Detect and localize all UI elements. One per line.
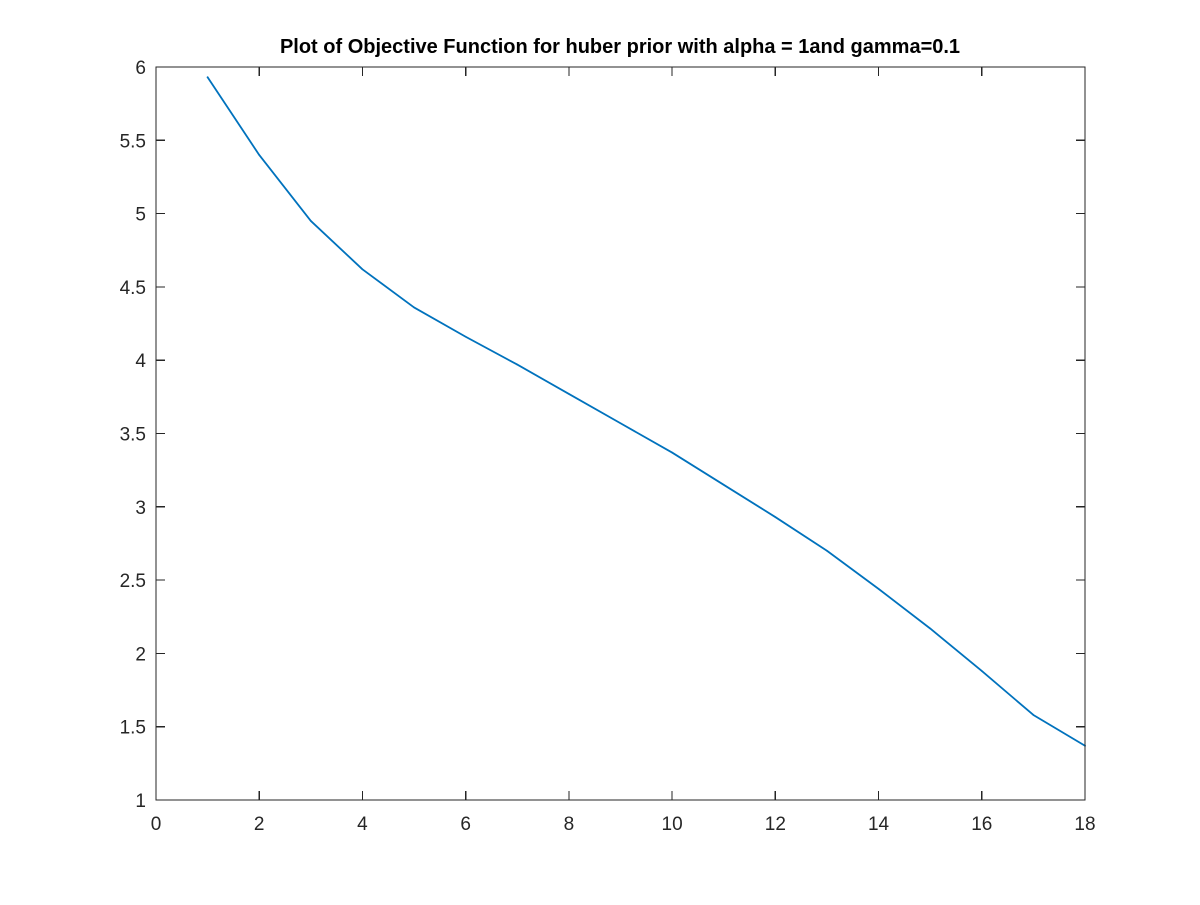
- y-tick-label: 2: [135, 644, 146, 665]
- plot-area: [156, 67, 1085, 800]
- x-tick-label: 14: [868, 814, 890, 835]
- data-point: [929, 627, 931, 630]
- data-point: [464, 335, 467, 338]
- data-point: [722, 484, 725, 486]
- y-tick-label: 3: [135, 498, 146, 519]
- y-tick-label: 4: [135, 351, 146, 372]
- y-tick-label: 6: [135, 58, 146, 79]
- data-point: [877, 588, 880, 590]
- x-tick-label: 10: [662, 814, 683, 835]
- y-tick-label: 4.5: [120, 278, 146, 299]
- data-point: [413, 306, 415, 309]
- x-tick-label: 8: [564, 814, 575, 835]
- x-tick-label: 2: [254, 814, 265, 835]
- x-tick-label: 4: [357, 814, 368, 835]
- data-point: [774, 516, 777, 518]
- x-tick-label: 0: [151, 814, 162, 835]
- x-tick-label: 18: [1074, 814, 1095, 835]
- series-line: [206, 76, 1086, 747]
- y-tick-label: 2.5: [120, 571, 146, 592]
- data-point: [206, 76, 209, 79]
- y-tick-label: 5: [135, 205, 146, 226]
- tick-labels-layer: 0 2 4 6 8 10 12 14 16 18 1 1.5 2 2.5 3 3.5 4 4.5 5 5.5 6: [120, 58, 1096, 835]
- data-point: [826, 549, 828, 552]
- y-tick-label: 5.5: [120, 131, 146, 152]
- data-point: [1032, 714, 1035, 716]
- chart-title: Plot of Objective Function for huber pri…: [280, 36, 960, 58]
- data-point: [516, 363, 519, 366]
- y-tick-label: 3.5: [120, 425, 146, 446]
- data-point: [568, 393, 570, 395]
- y-tick-label: 1: [135, 791, 146, 812]
- data-point: [361, 268, 364, 271]
- data-point: [310, 220, 312, 222]
- data-point: [671, 451, 673, 454]
- y-tick-label: 1.5: [120, 718, 146, 739]
- x-tick-label: 16: [971, 814, 992, 835]
- data-point: [980, 670, 983, 672]
- x-tick-label: 6: [460, 814, 471, 835]
- data-point: [258, 154, 261, 156]
- data-point: [619, 422, 622, 425]
- x-tick-label: 12: [765, 814, 786, 835]
- axes-box: [155, 66, 1086, 801]
